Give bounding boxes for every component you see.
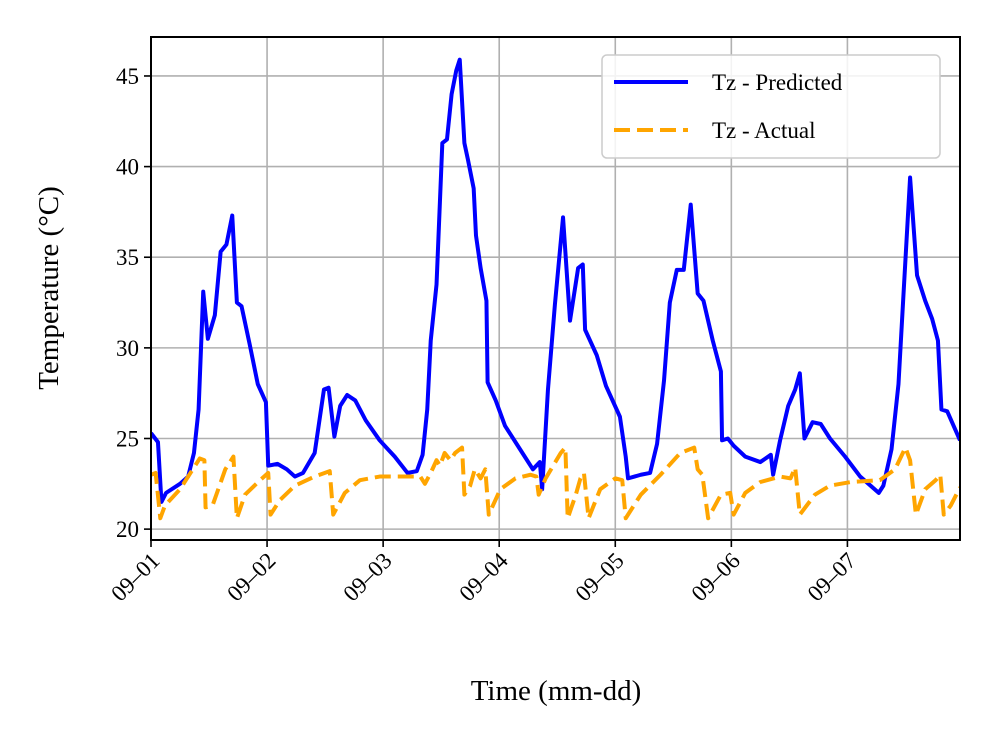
y-axis-label: Temperature (°C) [33, 186, 65, 390]
plot-frame [150, 36, 961, 541]
y-tick-label: 45 [116, 64, 139, 89]
x-axis-label: Time (mm-dd) [471, 675, 642, 707]
y-tick-label: 30 [116, 336, 139, 361]
y-tick-label: 40 [116, 155, 139, 180]
y-tick-label: 25 [116, 426, 139, 451]
y-tick-label: 35 [116, 245, 139, 270]
legend-label: Tz - Predicted [712, 70, 843, 95]
legend: Tz - Predicted Tz - Actual [601, 54, 941, 159]
legend-label: Tz - Actual [712, 118, 815, 143]
grid-layer [150, 37, 960, 540]
line-series [151, 445, 960, 521]
data-layer [151, 57, 960, 521]
y-tick-label: 20 [116, 517, 139, 542]
line-series [151, 57, 960, 504]
